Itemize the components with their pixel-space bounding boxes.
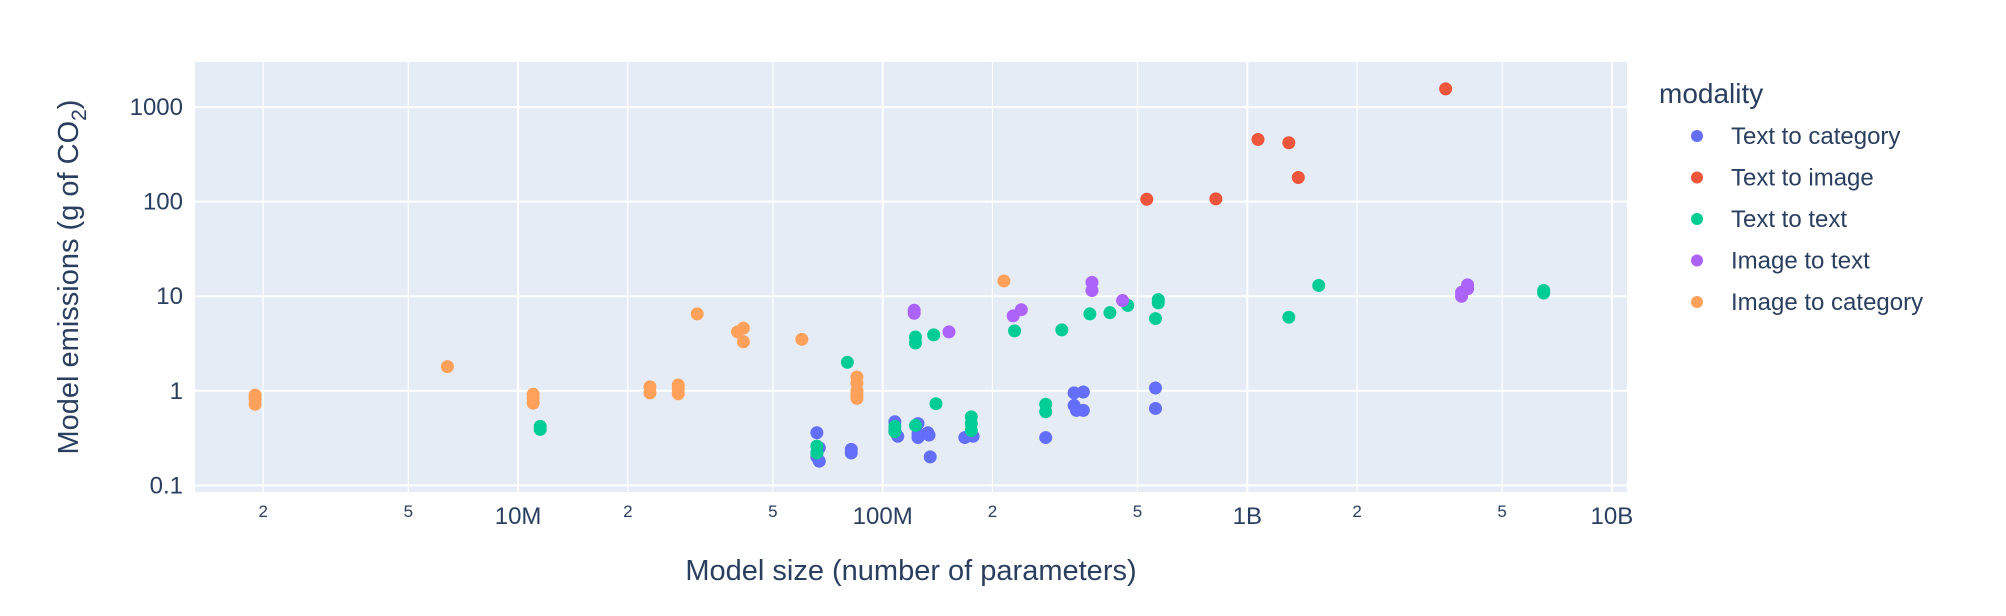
data-point-image-to-text xyxy=(1014,303,1028,317)
data-point-text-to-category xyxy=(1148,401,1162,415)
data-point-text-to-text xyxy=(888,425,902,439)
data-point-text-to-image xyxy=(1291,171,1305,185)
data-point-text-to-image xyxy=(1282,136,1296,150)
y-tick-label: 1 xyxy=(170,378,183,405)
data-point-text-to-image xyxy=(1439,82,1453,96)
legend-marker xyxy=(1691,254,1703,267)
data-point-image-to-category xyxy=(671,387,685,401)
data-point-text-to-category xyxy=(1076,385,1090,399)
data-point-text-to-category xyxy=(922,428,936,442)
data-point-text-to-text xyxy=(908,336,922,350)
y-tick-label: 1000 xyxy=(130,94,183,121)
data-point-text-to-category xyxy=(1076,403,1090,417)
data-point-image-to-category xyxy=(736,335,750,349)
x-axis-ticks: 2 5 10M 2 5 100M 2 5 1B 2 5 10B xyxy=(258,502,1633,530)
data-point-image-to-category xyxy=(526,396,540,410)
data-point-text-to-text xyxy=(1312,278,1326,292)
data-point-image-to-text xyxy=(942,325,956,339)
y-tick-label: 0.1 xyxy=(150,472,183,499)
data-point-text-to-category xyxy=(911,431,925,445)
legend-marker xyxy=(1691,213,1703,225)
y-axis-ticks: 0.1 1 10 100 1000 xyxy=(130,94,183,499)
data-point-image-to-text xyxy=(1085,283,1099,297)
legend-label: Text to text xyxy=(1731,206,1847,233)
data-point-text-to-text xyxy=(1282,310,1296,324)
data-point-text-to-category xyxy=(810,426,824,440)
y-tick-label: 10 xyxy=(156,283,183,310)
data-point-text-to-text xyxy=(1083,307,1097,321)
data-point-image-to-text xyxy=(1116,294,1130,308)
legend-items: Text to category Text to image Text to tex… xyxy=(1691,123,1923,316)
y-tick-label: 100 xyxy=(143,189,183,216)
legend-marker xyxy=(1691,130,1703,142)
data-point-image-to-text xyxy=(1461,282,1475,296)
x-tick-label: 5 xyxy=(768,502,777,521)
data-point-text-to-image xyxy=(1140,192,1154,206)
data-point-text-to-text xyxy=(1537,286,1551,300)
data-point-image-to-category xyxy=(795,332,809,346)
x-tick-label: 5 xyxy=(1497,502,1506,521)
data-point-text-to-text xyxy=(964,424,978,438)
data-point-image-to-category xyxy=(643,386,657,400)
data-point-text-to-image xyxy=(1209,192,1223,206)
data-point-text-to-category xyxy=(1039,431,1053,445)
data-point-image-to-text xyxy=(907,306,921,320)
data-point-text-to-category xyxy=(923,450,937,464)
grid-lines xyxy=(195,62,1627,492)
x-tick-label: 5 xyxy=(404,502,413,521)
legend-label: Image to text xyxy=(1731,248,1870,275)
data-point-text-to-text xyxy=(533,422,547,436)
x-tick-label: 2 xyxy=(258,502,267,521)
data-points xyxy=(248,82,1551,468)
data-point-text-to-text xyxy=(1039,405,1053,419)
data-point-text-to-text xyxy=(1151,296,1165,310)
legend-title: modality xyxy=(1659,78,1763,109)
data-point-text-to-text xyxy=(1008,324,1022,338)
legend-label: Text to category xyxy=(1731,123,1900,150)
plot-background xyxy=(195,62,1627,492)
x-tick-label: 2 xyxy=(623,502,632,521)
x-tick-label: 100M xyxy=(853,503,913,530)
data-point-text-to-text xyxy=(908,418,922,432)
data-point-image-to-category xyxy=(440,360,454,374)
x-tick-label: 10B xyxy=(1591,503,1634,530)
x-tick-label: 2 xyxy=(1352,502,1361,521)
data-point-image-to-category xyxy=(997,274,1011,288)
data-point-image-to-category xyxy=(736,321,750,335)
data-point-text-to-text xyxy=(927,328,941,342)
x-axis-title: Model size (number of parameters) xyxy=(685,555,1136,587)
data-point-text-to-text xyxy=(1103,306,1117,320)
legend-marker xyxy=(1691,171,1703,184)
data-point-image-to-category xyxy=(248,397,262,411)
x-tick-label: 1B xyxy=(1233,503,1262,530)
data-point-text-to-text xyxy=(1148,312,1162,326)
data-point-image-to-category xyxy=(850,391,864,405)
x-tick-label: 2 xyxy=(988,502,997,521)
data-point-image-to-category xyxy=(690,307,704,321)
data-point-text-to-text xyxy=(1055,323,1069,337)
legend-marker xyxy=(1691,296,1703,308)
legend-label: Text to image xyxy=(1731,165,1874,192)
data-point-text-to-image xyxy=(1251,132,1265,146)
data-point-text-to-text xyxy=(810,446,824,460)
data-point-text-to-text xyxy=(929,397,943,411)
data-point-text-to-category xyxy=(1148,381,1162,395)
data-point-text-to-category xyxy=(844,446,858,460)
y-axis-title: Model emissions (g of CO2) xyxy=(53,100,91,455)
x-tick-label: 5 xyxy=(1133,502,1142,521)
legend-label: Image to category xyxy=(1731,289,1923,316)
data-point-text-to-text xyxy=(840,355,854,369)
x-tick-label: 10M xyxy=(495,503,542,530)
